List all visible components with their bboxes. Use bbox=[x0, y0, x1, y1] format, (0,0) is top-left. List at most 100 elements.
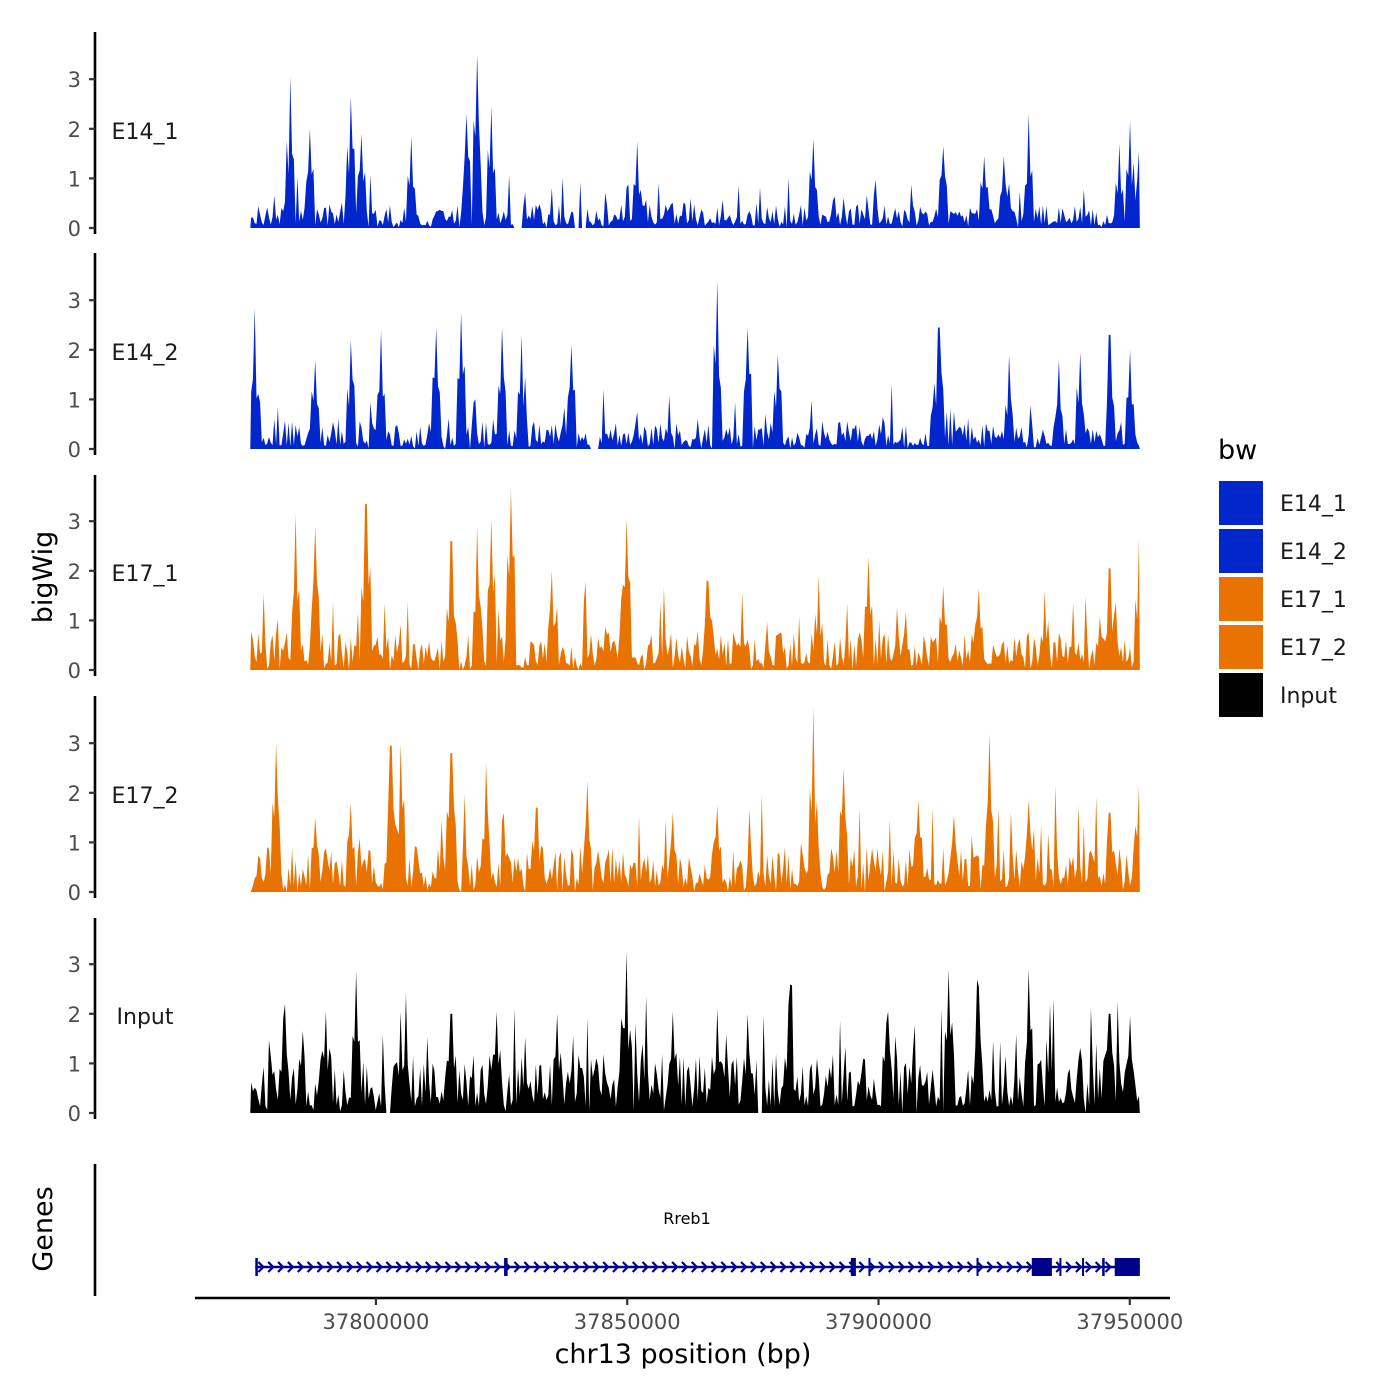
track-label: E14_2 bbox=[112, 341, 179, 366]
legend-items: E14_1 E14_2 E17_1 E17_2 Input bbox=[1219, 481, 1347, 717]
strand-arrow bbox=[287, 1261, 295, 1273]
track-E17_2: 0 1 2 3 E17_2 bbox=[68, 696, 1140, 905]
bigwig-tracks: 0 1 2 3 E14_1 0 1 2 3 E14_2 0 1 2 3 E17_1 0 1 2 3 E17_2 0 1 2 3… bbox=[68, 32, 1140, 1126]
strand-arrow bbox=[976, 1261, 984, 1273]
y-tick-label: 0 bbox=[68, 217, 81, 241]
strand-arrow bbox=[956, 1261, 965, 1273]
x-axis: 37800000 37850000 37900000 37950000 chr13 p… bbox=[195, 1296, 1183, 1370]
strand-arrow bbox=[533, 1261, 541, 1273]
y-tick-label: 3 bbox=[68, 510, 81, 534]
strand-arrow bbox=[937, 1261, 945, 1273]
strand-arrow bbox=[602, 1261, 610, 1273]
signal-area-E14_2 bbox=[250, 280, 1140, 449]
legend-swatch bbox=[1219, 577, 1263, 621]
strand-arrow bbox=[1094, 1261, 1103, 1273]
y-tick-label: 3 bbox=[68, 953, 81, 977]
strand-arrow bbox=[986, 1261, 994, 1273]
strand-arrow bbox=[710, 1261, 719, 1273]
legend-label: Input bbox=[1280, 684, 1337, 709]
strand-arrow bbox=[622, 1261, 630, 1273]
gene-exon bbox=[976, 1258, 979, 1276]
strand-arrow bbox=[434, 1261, 443, 1273]
gene-exon bbox=[1102, 1258, 1105, 1276]
signal-area-E14_1 bbox=[250, 54, 1140, 229]
y-axis-title: bigWig bbox=[28, 531, 59, 624]
strand-arrow bbox=[700, 1261, 709, 1273]
strand-arrow bbox=[316, 1261, 324, 1273]
y-tick-label: 0 bbox=[68, 1102, 81, 1126]
y-tick-label: 1 bbox=[68, 388, 81, 412]
strand-arrow bbox=[513, 1261, 522, 1273]
track-label: E17_2 bbox=[112, 784, 179, 809]
y-tick-label: 2 bbox=[68, 560, 81, 584]
gene-model bbox=[255, 1258, 1140, 1276]
gene-track-title: Genes bbox=[28, 1186, 59, 1271]
strand-arrow bbox=[336, 1261, 344, 1273]
legend-label: E17_2 bbox=[1280, 636, 1347, 661]
strand-arrow bbox=[681, 1261, 689, 1273]
strand-arrow bbox=[474, 1261, 482, 1273]
legend-swatch bbox=[1219, 481, 1263, 525]
strand-arrow bbox=[1104, 1261, 1113, 1273]
strand-arrow bbox=[720, 1261, 728, 1273]
x-ticks: 37800000 37850000 37900000 37950000 bbox=[322, 1298, 1183, 1334]
strand-arrow bbox=[661, 1261, 669, 1273]
legend-swatch bbox=[1219, 625, 1263, 669]
y-tick-label: 1 bbox=[68, 831, 81, 855]
signal-area-Input bbox=[250, 951, 1140, 1113]
strand-arrow bbox=[425, 1261, 433, 1273]
y-tick-label: 3 bbox=[68, 289, 81, 313]
y-tick-label: 0 bbox=[68, 659, 81, 683]
strand-arrow bbox=[306, 1261, 315, 1273]
strand-arrow bbox=[858, 1261, 866, 1273]
y-tick-label: 1 bbox=[68, 1052, 81, 1076]
y-tick-label: 2 bbox=[68, 1003, 81, 1027]
strand-arrow bbox=[651, 1261, 659, 1273]
strand-arrow bbox=[375, 1261, 384, 1273]
legend: bw E14_1 E14_2 E17_1 E17_2 Input bbox=[1218, 435, 1347, 717]
strand-arrow bbox=[887, 1261, 896, 1273]
strand-arrow bbox=[562, 1261, 571, 1273]
strand-arrow bbox=[878, 1261, 886, 1273]
strand-arrow bbox=[346, 1261, 354, 1273]
track-E14_1: 0 1 2 3 E14_1 bbox=[68, 32, 1140, 241]
strand-arrow bbox=[1085, 1261, 1093, 1273]
x-tick-label: 37850000 bbox=[574, 1310, 681, 1334]
strand-arrow bbox=[947, 1261, 955, 1273]
gene-name-label: Rreb1 bbox=[663, 1209, 711, 1228]
legend-swatch bbox=[1219, 529, 1263, 573]
strand-arrow bbox=[267, 1261, 275, 1273]
strand-arrow bbox=[1065, 1261, 1073, 1273]
strand-arrow bbox=[553, 1261, 561, 1273]
strand-arrow bbox=[1006, 1261, 1014, 1273]
strand-arrow bbox=[484, 1261, 492, 1273]
strand-arrow bbox=[572, 1261, 581, 1273]
gene-exon bbox=[504, 1258, 508, 1276]
track-label: E14_1 bbox=[112, 120, 179, 145]
strand-arrow bbox=[799, 1261, 807, 1273]
strand-arrow bbox=[769, 1261, 778, 1273]
legend-label: E14_1 bbox=[1280, 492, 1347, 517]
strand-arrow bbox=[917, 1261, 925, 1273]
y-tick-label: 2 bbox=[68, 782, 81, 806]
strand-arrow bbox=[868, 1261, 876, 1273]
strand-arrow bbox=[523, 1261, 531, 1273]
gene-exon bbox=[255, 1258, 258, 1276]
y-tick-label: 3 bbox=[68, 68, 81, 92]
strand-arrow bbox=[740, 1261, 748, 1273]
strand-arrow bbox=[996, 1261, 1004, 1273]
legend-swatch bbox=[1219, 673, 1263, 717]
strand-arrow bbox=[1075, 1261, 1083, 1273]
strand-arrow bbox=[296, 1261, 305, 1273]
strand-arrow bbox=[779, 1261, 787, 1273]
legend-label: E14_2 bbox=[1280, 540, 1347, 565]
strand-arrow bbox=[819, 1261, 827, 1273]
gene-track: Genes Rreb1 bbox=[28, 1164, 1140, 1296]
strand-arrow bbox=[828, 1261, 837, 1273]
strand-arrow bbox=[750, 1261, 758, 1273]
track-E17_1: 0 1 2 3 E17_1 bbox=[68, 475, 1140, 683]
x-tick-label: 37800000 bbox=[322, 1310, 429, 1334]
strand-arrow bbox=[690, 1261, 699, 1273]
strand-arrow bbox=[385, 1261, 393, 1273]
